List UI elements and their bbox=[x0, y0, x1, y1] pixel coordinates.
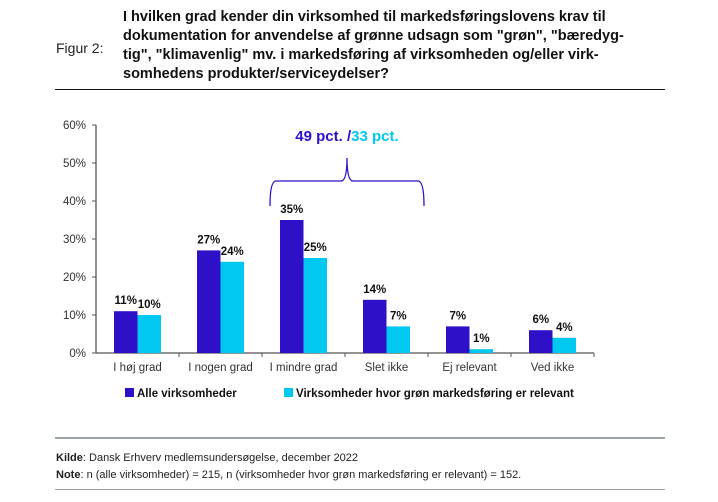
source-divider bbox=[55, 437, 665, 439]
bar bbox=[446, 326, 470, 353]
annotation-part1: 49 pct. / bbox=[295, 128, 352, 145]
x-tick-label: Ved ikke bbox=[531, 362, 574, 374]
chart-title: I hvilken grad kender din virksomhed til… bbox=[123, 8, 663, 84]
bracket bbox=[269, 157, 425, 207]
bar bbox=[114, 311, 138, 353]
bar bbox=[386, 326, 410, 353]
y-tick-label: 60% bbox=[63, 120, 86, 132]
figure-label: Figur 2: bbox=[56, 40, 104, 56]
annotation: 49 pct. /33 pct. bbox=[295, 128, 398, 145]
bar bbox=[220, 261, 244, 353]
bar bbox=[303, 258, 327, 353]
data-label: 25% bbox=[304, 242, 327, 254]
footer-divider bbox=[55, 489, 665, 490]
data-label: 11% bbox=[115, 295, 137, 307]
note-text: : n (alle virksomheder) = 215, n (virkso… bbox=[80, 469, 522, 481]
legend-swatch bbox=[125, 388, 134, 397]
legend-label: Virksomheder hvor grøn markedsføring er … bbox=[296, 388, 574, 400]
data-label: 1% bbox=[473, 333, 490, 345]
x-tick-label: I nogen grad bbox=[188, 362, 253, 374]
data-label: 24% bbox=[221, 246, 244, 258]
title-line: dokumentation for anvendelse af grønne u… bbox=[123, 28, 624, 44]
bar bbox=[552, 337, 576, 353]
y-tick-label: 50% bbox=[63, 158, 86, 170]
data-label: 35% bbox=[280, 204, 303, 216]
data-label: 14% bbox=[363, 284, 386, 296]
data-label: 27% bbox=[197, 234, 220, 246]
data-label: 4% bbox=[556, 322, 573, 334]
y-tick-label: 10% bbox=[63, 310, 86, 322]
data-label: 7% bbox=[449, 310, 466, 322]
y-tick-label: 20% bbox=[63, 272, 86, 284]
annotation-part2: 33 pct. bbox=[351, 128, 399, 145]
note-label: Note bbox=[56, 469, 81, 481]
bar bbox=[197, 250, 221, 353]
bar bbox=[529, 330, 553, 353]
data-label: 7% bbox=[390, 310, 407, 322]
source-label: Kilde bbox=[56, 452, 83, 464]
bar bbox=[363, 299, 387, 353]
y-tick-label: 40% bbox=[63, 196, 86, 208]
bar bbox=[280, 220, 304, 353]
title-line: tig", "klimavenlig" mv. i markedsføring … bbox=[123, 47, 599, 63]
source-line: Kilde: Dansk Erhverv medlemsundersøgelse… bbox=[56, 452, 358, 464]
data-label: 10% bbox=[138, 299, 161, 311]
title-divider bbox=[55, 89, 665, 90]
data-label: 6% bbox=[532, 314, 549, 326]
legend-swatch bbox=[284, 388, 293, 397]
bar bbox=[137, 315, 161, 353]
y-tick-label: 30% bbox=[63, 234, 86, 246]
source-text: : Dansk Erhverv medlemsundersøgelse, dec… bbox=[82, 452, 359, 464]
bar bbox=[469, 349, 493, 353]
note-line: Note: n (alle virksomheder) = 215, n (vi… bbox=[56, 469, 521, 481]
x-tick-label: Ej relevant bbox=[442, 362, 497, 374]
x-tick-label: I mindre grad bbox=[270, 362, 338, 374]
title-line: I hvilken grad kender din virksomhed til… bbox=[123, 9, 606, 25]
title-line: somhedens produkter/serviceydelser? bbox=[123, 66, 389, 82]
legend-label: Alle virksomheder bbox=[137, 388, 237, 400]
y-tick-label: 0% bbox=[69, 348, 86, 360]
x-tick-label: Slet ikke bbox=[365, 362, 408, 374]
x-tick-label: I høj grad bbox=[113, 362, 162, 374]
